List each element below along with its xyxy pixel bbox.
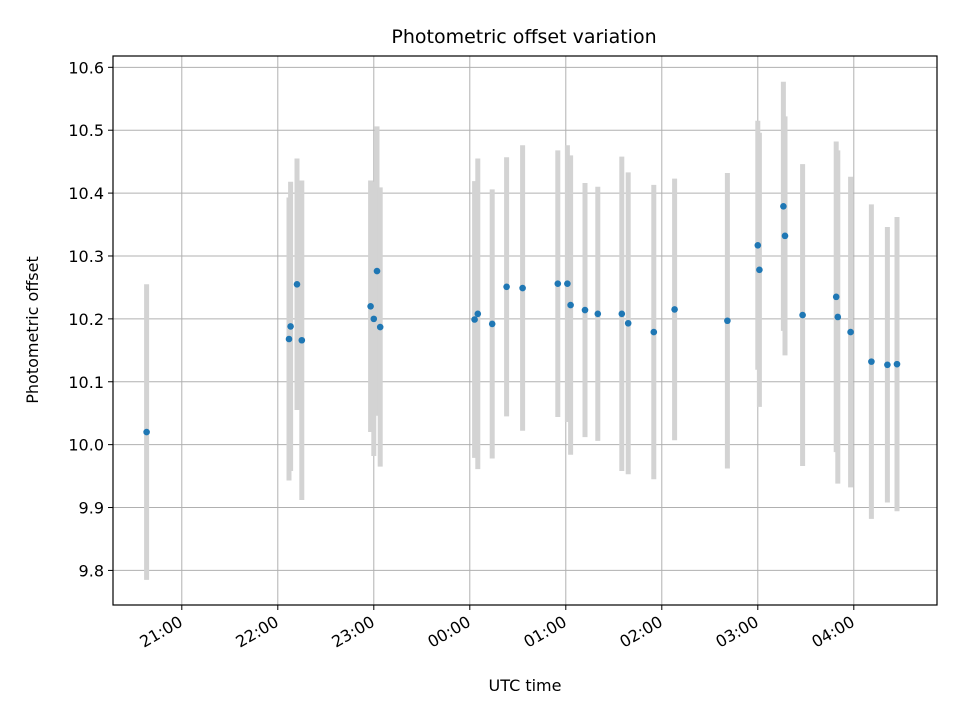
data-point	[868, 358, 875, 365]
data-point	[624, 319, 632, 327]
data-point	[503, 283, 510, 291]
data-point	[564, 280, 571, 287]
data-point	[754, 241, 762, 249]
data-point	[370, 315, 378, 323]
data-point	[143, 428, 150, 436]
data-point	[285, 335, 293, 343]
data-point	[671, 306, 678, 313]
y-tick-label: 10.0	[68, 436, 104, 455]
x-tick-label: 00:00	[424, 612, 473, 652]
y-tick-label: 10.4	[68, 184, 104, 203]
errorbar-layer	[144, 81, 900, 580]
data-point	[471, 316, 478, 323]
data-point	[724, 317, 731, 325]
x-tick-label: 02:00	[616, 612, 665, 652]
x-axis: 21:00 22:00 23:00 00:00 01:00 02:00 03:00 04:00	[136, 605, 858, 652]
data-point	[650, 328, 658, 336]
plot-frame	[112, 55, 938, 606]
data-point	[287, 323, 294, 330]
data-point	[474, 310, 482, 318]
data-point	[847, 328, 854, 336]
data-point	[756, 266, 763, 274]
data-point	[618, 310, 626, 318]
data-point	[884, 361, 891, 369]
y-axis-title: Photometric offset	[23, 256, 42, 404]
y-tick-label: 10.1	[68, 373, 104, 392]
data-point	[554, 280, 562, 287]
data-point	[567, 301, 574, 309]
y-tick-label: 9.8	[79, 561, 104, 580]
x-tick-label: 23:00	[328, 612, 377, 652]
data-point	[834, 313, 842, 321]
chart-title: Photometric offset variation	[391, 26, 656, 48]
data-point	[893, 360, 901, 368]
data-point	[799, 311, 806, 319]
y-axis: 9.8 9.9 10.0 10.1 10.2 10.3 10.4 10.5 10.6	[68, 58, 113, 580]
x-tick-label: 04:00	[808, 612, 857, 652]
data-point	[581, 306, 589, 314]
data-point	[298, 336, 306, 344]
x-axis-title: UTC time	[489, 676, 562, 695]
data-point	[519, 284, 526, 292]
x-tick-label: 01:00	[520, 612, 569, 652]
data-point	[293, 280, 301, 288]
data-point	[780, 202, 787, 210]
y-tick-label: 10.3	[68, 247, 104, 266]
x-tick-label: 21:00	[136, 612, 185, 652]
data-point	[781, 232, 789, 240]
point-layer	[143, 202, 901, 436]
x-tick-label: 03:00	[712, 612, 761, 652]
y-tick-label: 10.2	[68, 310, 104, 329]
data-point	[367, 302, 374, 310]
data-point	[594, 310, 602, 318]
data-point	[376, 323, 384, 331]
y-tick-label: 10.6	[68, 58, 104, 77]
y-tick-label: 9.9	[79, 499, 104, 518]
data-point	[488, 320, 496, 328]
data-point	[832, 293, 840, 301]
data-point	[373, 267, 381, 275]
x-tick-label: 22:00	[232, 612, 281, 652]
y-tick-label: 10.5	[68, 121, 104, 140]
